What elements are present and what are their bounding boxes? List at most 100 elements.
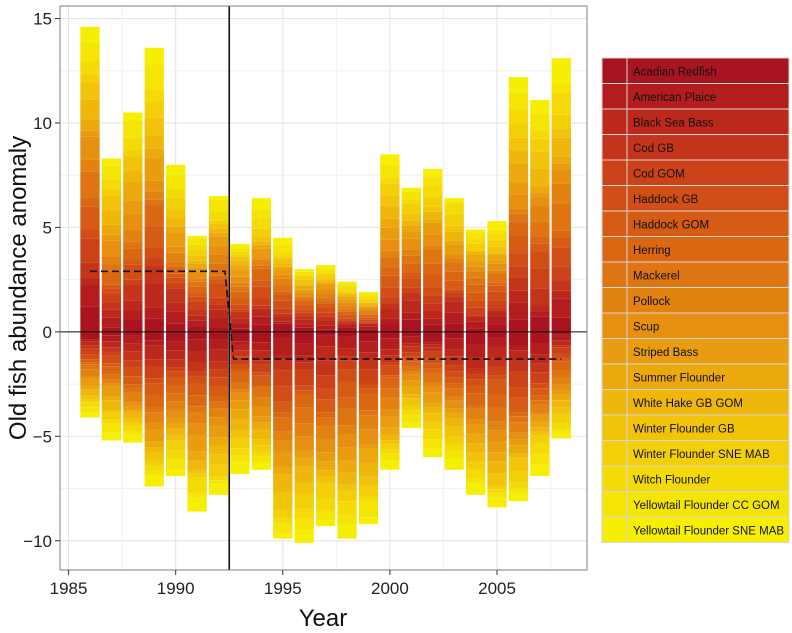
bar-segment bbox=[273, 331, 293, 339]
bar-segment bbox=[144, 412, 164, 423]
bar-segment bbox=[401, 373, 421, 381]
bar-segment bbox=[208, 464, 229, 477]
legend-swatch bbox=[626, 57, 790, 84]
bar-segment bbox=[465, 284, 486, 293]
bar-segment bbox=[80, 345, 100, 349]
bar-segment bbox=[294, 279, 314, 285]
bar-segment bbox=[487, 394, 507, 408]
bar-segment bbox=[358, 369, 379, 384]
bar-segment bbox=[230, 309, 250, 312]
bar-segment bbox=[208, 483, 229, 495]
bar-segment bbox=[80, 159, 100, 172]
bar-segment bbox=[187, 309, 207, 316]
bar-segment bbox=[294, 390, 314, 395]
bar-segment bbox=[230, 356, 250, 364]
bar-segment bbox=[358, 319, 379, 322]
bar-segment bbox=[316, 301, 336, 304]
bar-segment bbox=[230, 371, 250, 383]
bar-segment bbox=[166, 468, 186, 476]
bar-segment bbox=[551, 400, 571, 408]
bar-segment bbox=[380, 362, 400, 366]
bar-segment bbox=[273, 252, 293, 257]
bar-segment bbox=[101, 165, 122, 180]
bar-segment bbox=[487, 229, 507, 235]
bar-segment bbox=[273, 258, 293, 264]
bar-segment bbox=[551, 281, 571, 291]
bar-segment bbox=[465, 434, 486, 444]
bar-segment bbox=[144, 257, 164, 266]
bar-segment bbox=[316, 399, 336, 413]
bar-segment bbox=[251, 375, 272, 385]
bar-segment bbox=[423, 386, 443, 393]
bar-segment bbox=[144, 359, 164, 366]
bar-segment bbox=[208, 220, 229, 224]
bar-segment bbox=[444, 371, 464, 378]
bar-segment bbox=[251, 429, 272, 440]
bar-segment bbox=[551, 407, 571, 415]
bar-segment bbox=[530, 383, 550, 389]
bar-segment bbox=[294, 284, 314, 286]
bar-segment bbox=[80, 354, 100, 360]
bar-segment bbox=[294, 407, 314, 424]
bar-segment bbox=[487, 338, 507, 347]
bar-segment bbox=[187, 339, 207, 352]
bar-segment bbox=[487, 375, 507, 380]
bar-segment bbox=[230, 455, 250, 463]
bar-segment bbox=[187, 255, 207, 261]
bar-segment bbox=[230, 260, 250, 266]
bar-segment bbox=[487, 273, 507, 283]
bar-segment bbox=[551, 378, 571, 385]
bar-segment bbox=[465, 384, 486, 394]
bar-segment bbox=[101, 382, 122, 387]
bar-segment bbox=[423, 439, 443, 449]
bar-segment bbox=[316, 268, 336, 273]
bar-segment bbox=[530, 464, 550, 476]
bar-segment bbox=[144, 283, 164, 308]
bar-segment bbox=[144, 205, 164, 227]
bar-segment bbox=[273, 291, 293, 295]
bar-segment bbox=[273, 474, 293, 492]
bar-segment bbox=[166, 273, 186, 278]
bar-segment bbox=[487, 246, 507, 253]
bar-segment bbox=[166, 428, 186, 436]
bar-segment bbox=[144, 199, 164, 206]
bar-segment bbox=[508, 163, 529, 182]
bar-segment bbox=[294, 296, 314, 299]
bar-segment bbox=[230, 318, 250, 324]
bar-segment bbox=[80, 277, 100, 285]
bar-segment bbox=[166, 246, 186, 253]
bar-segment bbox=[444, 198, 464, 202]
bar-segment bbox=[294, 309, 314, 313]
bar-segment bbox=[123, 230, 143, 242]
bar-segment bbox=[508, 277, 529, 291]
bar-segment bbox=[251, 397, 272, 407]
x-tick-label: 1995 bbox=[264, 579, 302, 598]
legend-swatch bbox=[626, 287, 790, 314]
bar-segment bbox=[166, 262, 186, 267]
bar-segment bbox=[251, 462, 272, 470]
y-tick-label: 15 bbox=[33, 10, 52, 29]
bar-segment bbox=[444, 312, 464, 324]
bar-segment bbox=[294, 319, 314, 325]
legend-swatch bbox=[626, 210, 790, 237]
bar-segment bbox=[273, 278, 293, 286]
legend-key bbox=[601, 363, 628, 390]
bar-segment bbox=[101, 423, 122, 433]
bar-segment bbox=[230, 430, 250, 439]
bar-segment bbox=[380, 178, 400, 184]
bar-segment bbox=[316, 426, 336, 439]
bar-segment bbox=[316, 312, 336, 317]
bar-segment bbox=[187, 492, 207, 498]
bar-segment bbox=[230, 286, 250, 292]
bar-segment bbox=[551, 340, 571, 346]
bar-segment bbox=[508, 439, 529, 446]
bar-segment bbox=[230, 248, 250, 252]
bar-segment bbox=[401, 238, 421, 250]
bar-segment bbox=[80, 341, 100, 346]
bar-segment bbox=[401, 187, 421, 192]
bar-segment bbox=[273, 237, 293, 245]
bar-segment bbox=[230, 409, 250, 419]
bar-segment bbox=[123, 137, 143, 151]
bar-segment bbox=[187, 244, 207, 251]
bar-segment bbox=[508, 371, 529, 388]
